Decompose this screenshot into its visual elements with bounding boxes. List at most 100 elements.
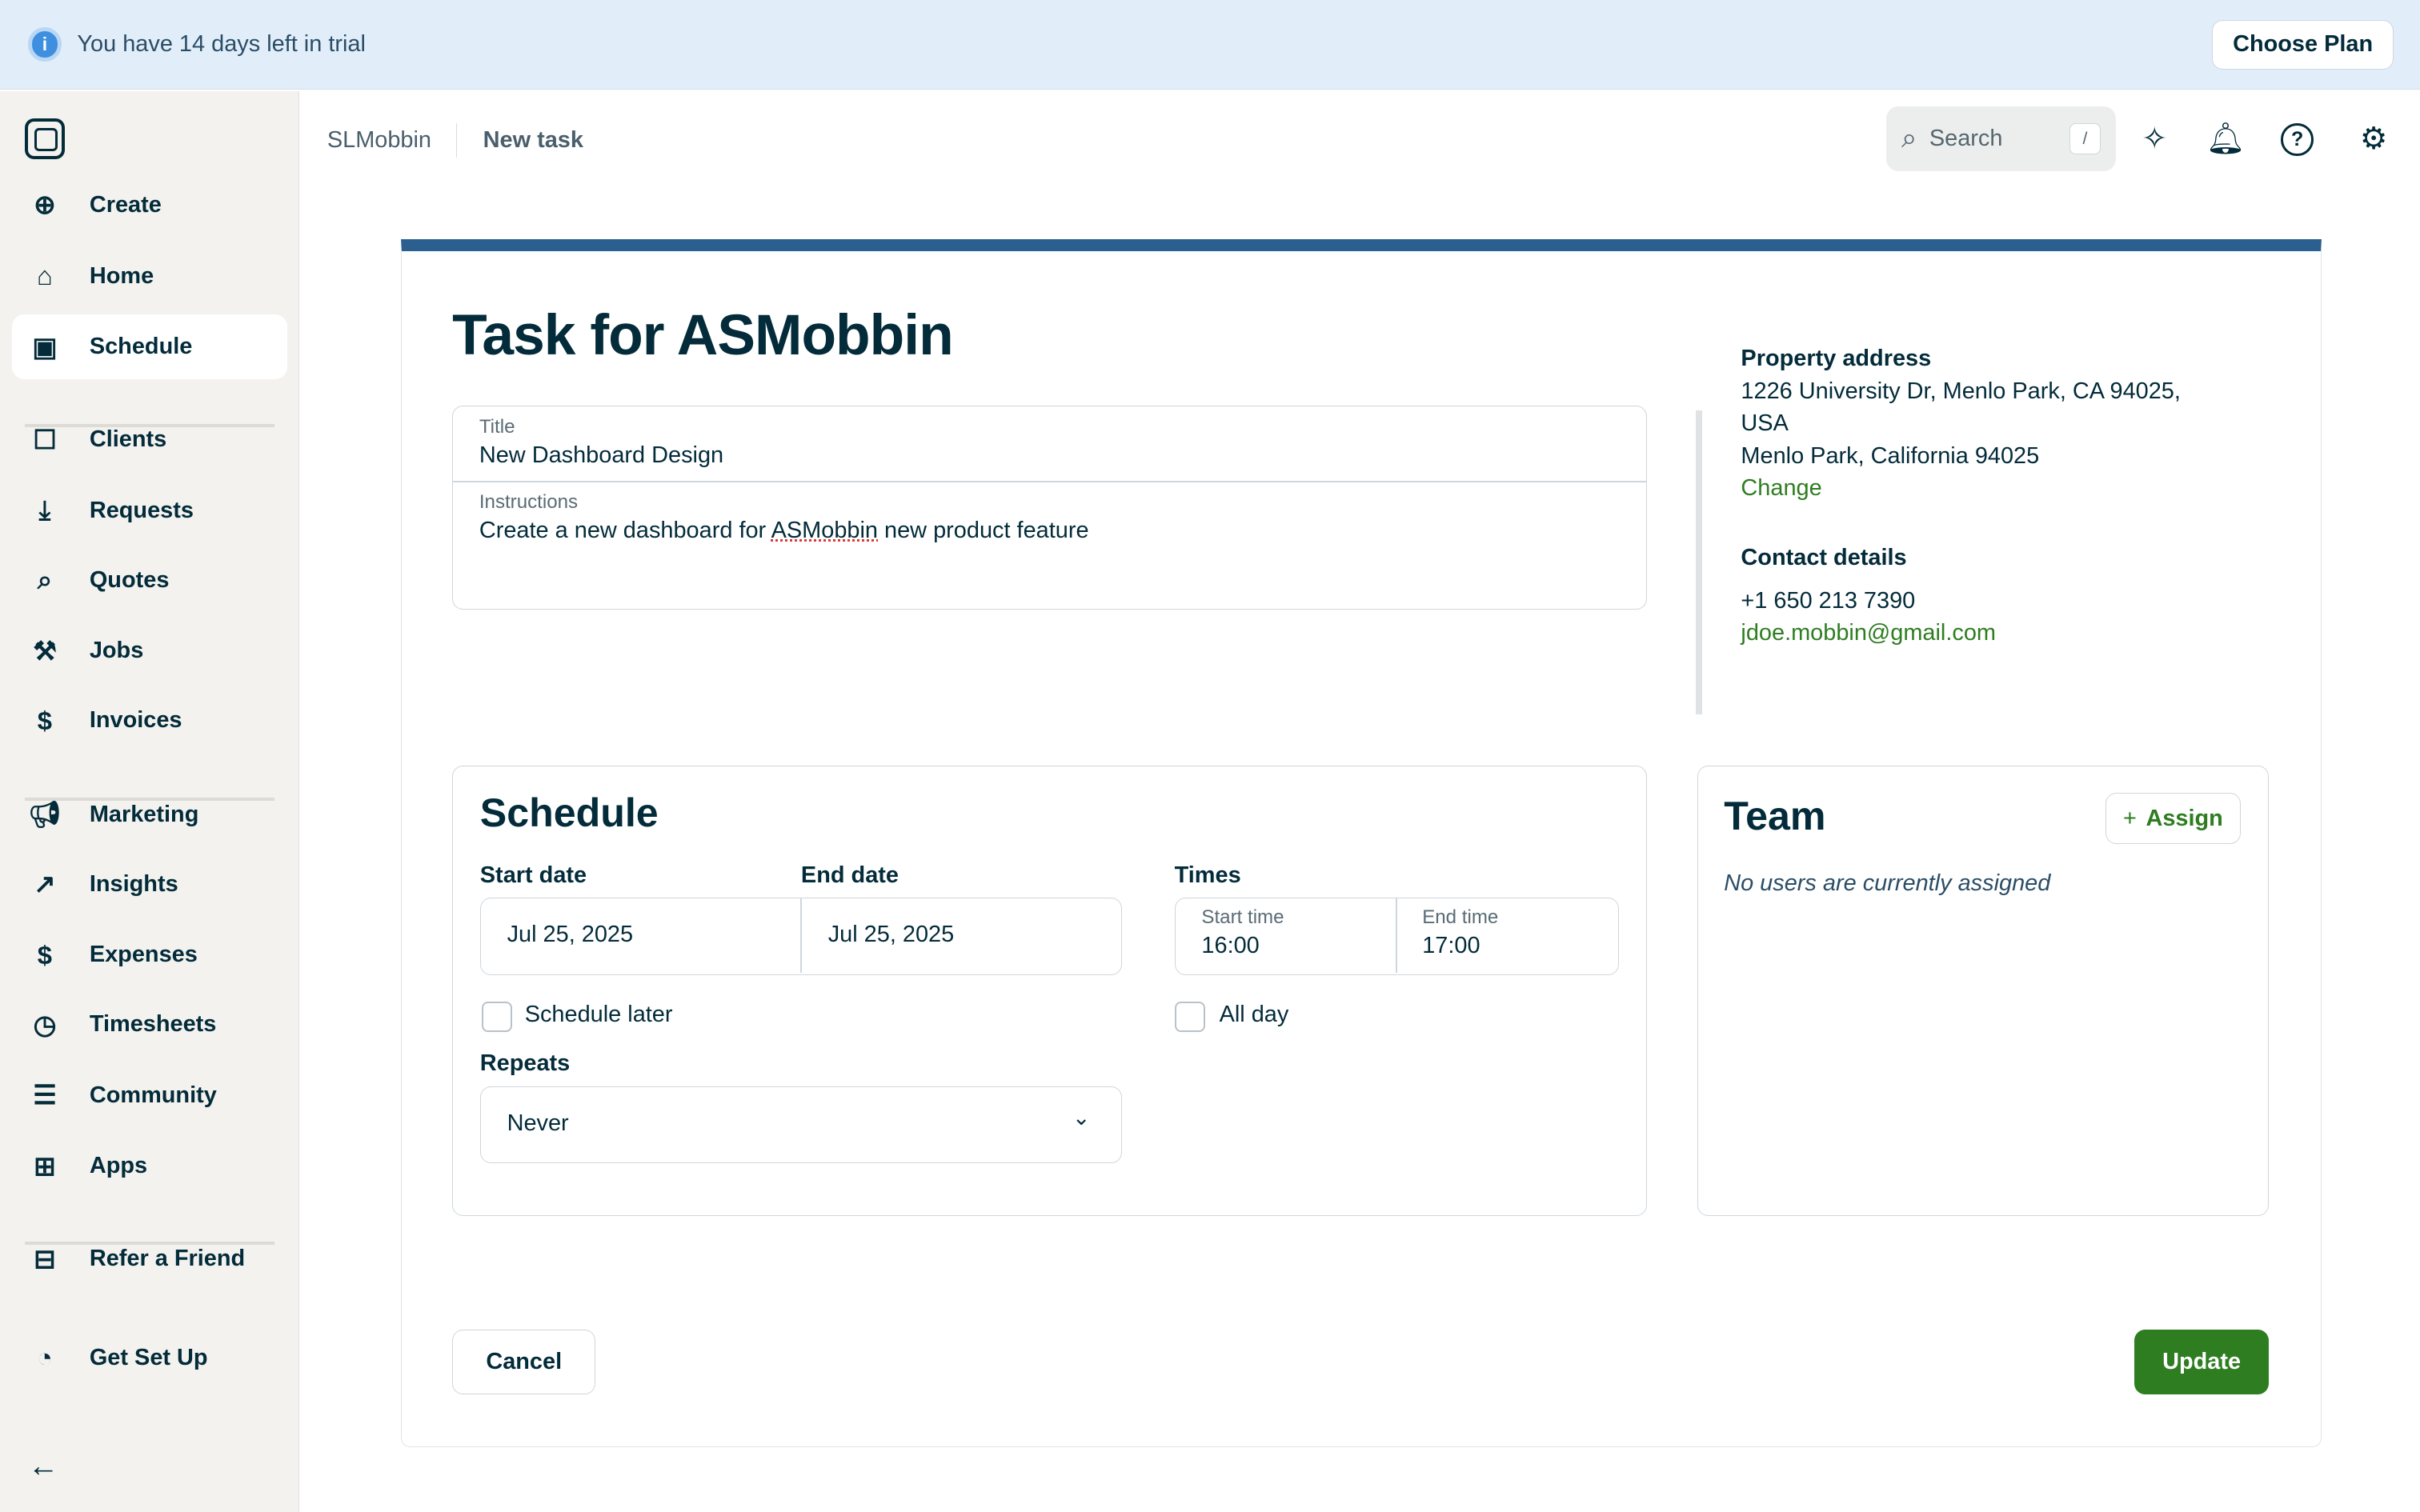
info-icon: i [27, 27, 62, 62]
chat-icon: ☰ [33, 1080, 57, 1110]
contact-icon: ☐ [33, 424, 57, 454]
choose-plan-button[interactable]: Choose Plan [2212, 20, 2394, 70]
sidebar-item-home[interactable]: ⌂ Home [12, 244, 286, 309]
breadcrumb-root[interactable]: SLMobbin [327, 123, 457, 158]
sidebar-item-label: Get Set Up [89, 1344, 208, 1370]
phone: +1 650 213 7390 [1741, 587, 1916, 614]
receipt-icon: $ [37, 939, 53, 970]
sidebar-item-label: Home [89, 262, 154, 289]
property-address: Property address 1226 University Dr, Men… [1741, 342, 2181, 505]
cancel-button[interactable]: Cancel [452, 1330, 596, 1395]
sidebar-item-marketing[interactable]: 📢︎ Marketing [12, 782, 286, 847]
sidebar-item-label: Timesheets [89, 1011, 217, 1038]
chevron-down-icon: ⌄ [1072, 1105, 1091, 1130]
collapse-arrow-icon[interactable]: ← [27, 1448, 59, 1483]
help-icon[interactable]: ? [2281, 123, 2314, 156]
sidebar-item-jobs[interactable]: ⚒ Jobs [12, 618, 286, 683]
breadcrumb-current: New task [483, 126, 583, 153]
sidebar-item-requests[interactable]: ⤓ Requests [12, 478, 286, 543]
search-placeholder: Search [1929, 126, 2003, 152]
chart-icon: ↗ [34, 869, 56, 899]
sidebar-item-create[interactable]: ⊕ Create [12, 173, 286, 238]
sidebar-item-label: Apps [89, 1153, 148, 1179]
sidebar-item-label: Marketing [89, 801, 199, 827]
title-label: Title [479, 415, 515, 438]
megaphone-icon: 📢︎ [28, 798, 62, 829]
date-range: Jul 25, 2025 Jul 25, 2025 [479, 898, 1123, 975]
repeats-select[interactable]: Never ⌄ [479, 1086, 1123, 1164]
start-date-input[interactable]: Jul 25, 2025 [507, 922, 634, 948]
hammer-icon: ⚒ [33, 635, 57, 666]
trial-text: You have 14 days left in trial [77, 30, 366, 57]
sidebar-item-refer-a-friend[interactable]: ⊟ Refer a Friend [12, 1226, 286, 1291]
sidebar-item-label: Create [89, 191, 162, 218]
empty-team-message: No users are currently assigned [1724, 870, 2051, 896]
page-title: Task for ASMobbin [452, 302, 954, 367]
all-day-label: All day [1219, 1001, 1289, 1027]
logo-icon[interactable] [24, 118, 65, 159]
sidebar-item-apps[interactable]: ⊞ Apps [12, 1134, 286, 1198]
divider [1696, 410, 1703, 714]
sparkle-icon[interactable]: ✧ [2142, 122, 2168, 157]
gift-icon: ⊟ [34, 1243, 56, 1274]
sidebar-item-get-set-up[interactable]: ◔ Get Set Up [12, 1326, 286, 1390]
sidebar-item-label: Schedule [89, 334, 193, 360]
sidebar-item-label: Requests [89, 497, 194, 523]
sidebar-item-invoices[interactable]: $ Invoices [12, 688, 286, 753]
sidebar-item-label: Community [89, 1082, 217, 1108]
end-date-label: End date [800, 862, 899, 889]
times-label: Times [1174, 862, 1241, 889]
schedule-heading: Schedule [479, 790, 659, 836]
sidebar-item-timesheets[interactable]: ◷ Timesheets [12, 992, 286, 1057]
clock-icon: ◷ [33, 1009, 57, 1039]
plus-circle-icon: ⊕ [34, 190, 56, 220]
quote-icon: ⌕ [37, 564, 53, 594]
team-panel [1697, 765, 2269, 1216]
instructions-textarea[interactable]: Create a new dashboard for ASMobbin new … [479, 518, 1089, 544]
sidebar-item-schedule[interactable]: ▣ Schedule [12, 314, 287, 380]
home-icon: ⌂ [37, 261, 53, 291]
time-range: Start time 16:00 End time 17:00 [1174, 898, 1620, 975]
end-date-input[interactable]: Jul 25, 2025 [827, 922, 955, 948]
schedule-later-label: Schedule later [524, 1001, 673, 1027]
schedule-panel [452, 765, 1647, 1216]
sidebar-item-expenses[interactable]: $ Expenses [12, 922, 286, 987]
bell-icon[interactable]: 🔔︎ [2206, 122, 2246, 157]
contact-details: Contact details +1 650 213 7390 jdoe.mob… [1741, 542, 1996, 650]
shortcut-hint: / [2069, 123, 2101, 154]
assign-button[interactable]: + Assign [2105, 793, 2242, 844]
end-time-input[interactable]: 17:00 [1422, 932, 1480, 958]
sidebar-item-label: Insights [89, 870, 178, 897]
sidebar-item-community[interactable]: ☰ Community [12, 1063, 286, 1128]
gear-icon[interactable]: ⚙ [2359, 122, 2388, 157]
sidebar-item-label: Jobs [89, 638, 144, 664]
trial-banner: i You have 14 days left in trial Choose … [0, 0, 2420, 90]
start-time-input[interactable]: 16:00 [1201, 932, 1260, 958]
schedule-later-checkbox[interactable] [481, 1001, 513, 1033]
title-input[interactable]: New Dashboard Design [479, 442, 724, 468]
apps-icon: ⊞ [34, 1150, 56, 1181]
task-card [401, 238, 2322, 1447]
progress-icon: ◔ [37, 1342, 53, 1373]
instructions-label: Instructions [479, 491, 579, 514]
all-day-checkbox[interactable] [1174, 1001, 1206, 1033]
team-heading: Team [1724, 794, 1826, 839]
change-address-link[interactable]: Change [1741, 475, 1822, 502]
start-date-label: Start date [479, 862, 587, 889]
sidebar-item-quotes[interactable]: ⌕ Quotes [12, 548, 286, 613]
search-icon: ⌕ [1901, 123, 1917, 154]
sidebar: ⊕ Create ⌂ Home ▣ Schedule ☐ Clients ⤓ Requests ⌕ Q… [0, 90, 300, 1512]
update-button[interactable]: Update [2134, 1330, 2269, 1395]
plus-icon: + [2123, 805, 2137, 831]
sidebar-item-clients[interactable]: ☐ Clients [12, 407, 286, 472]
divider [24, 1242, 275, 1246]
search-input[interactable]: ⌕ Search / [1885, 106, 2117, 172]
sidebar-item-label: Quotes [89, 566, 170, 593]
sidebar-item-insights[interactable]: ↗ Insights [12, 852, 286, 917]
divider [24, 424, 275, 428]
calendar-icon: ▣ [32, 331, 58, 362]
email-link[interactable]: jdoe.mobbin@gmail.com [1741, 620, 1996, 646]
sidebar-item-label: Clients [89, 426, 167, 453]
inbox-icon: ⤓ [38, 494, 51, 525]
divider [24, 798, 275, 801]
